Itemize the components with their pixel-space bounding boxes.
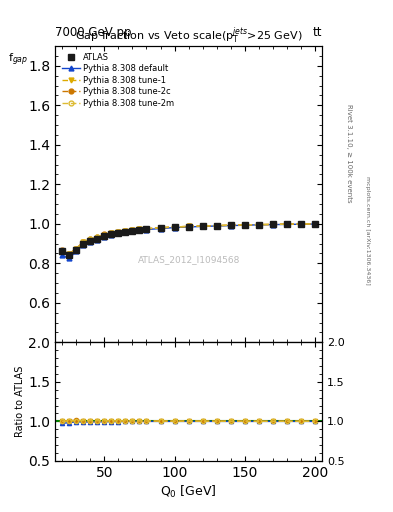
Text: Rivet 3.1.10, ≥ 100k events: Rivet 3.1.10, ≥ 100k events <box>346 104 352 203</box>
Y-axis label: Ratio to ATLAS: Ratio to ATLAS <box>15 366 26 437</box>
Y-axis label: f$_{gap}$: f$_{gap}$ <box>8 52 28 69</box>
Text: mcplots.cern.ch [arXiv:1306.3436]: mcplots.cern.ch [arXiv:1306.3436] <box>365 176 371 285</box>
Text: tt: tt <box>313 27 322 39</box>
Text: 7000 GeV pp: 7000 GeV pp <box>55 27 132 39</box>
Legend: ATLAS, Pythia 8.308 default, Pythia 8.308 tune-1, Pythia 8.308 tune-2c, Pythia 8: ATLAS, Pythia 8.308 default, Pythia 8.30… <box>59 50 177 110</box>
X-axis label: Q$_0$ [GeV]: Q$_0$ [GeV] <box>160 484 217 500</box>
Text: ATLAS_2012_I1094568: ATLAS_2012_I1094568 <box>138 255 240 264</box>
Title: Gap fraction vs Veto scale(p$_\mathrm{T}^{jets}$>25 GeV): Gap fraction vs Veto scale(p$_\mathrm{T}… <box>75 25 302 46</box>
